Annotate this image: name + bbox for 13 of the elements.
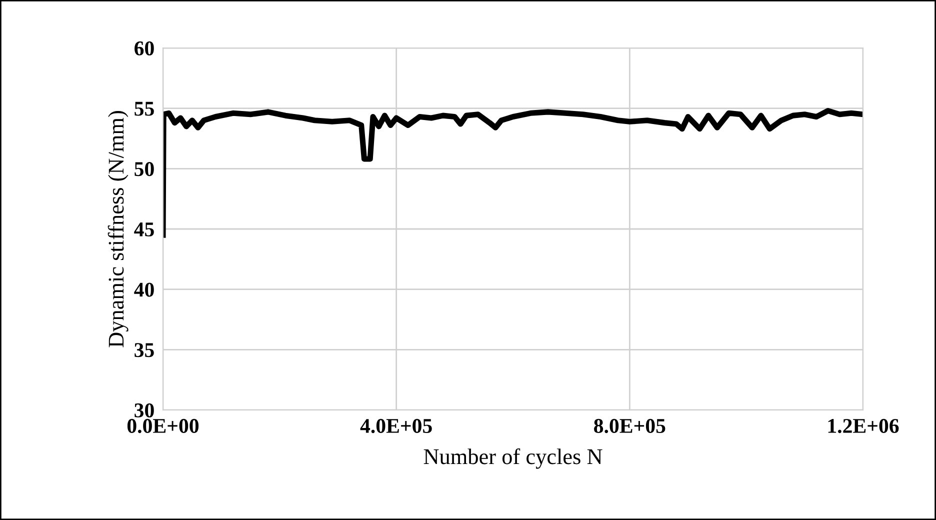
x-axis-title: Number of cycles N [424,448,602,469]
y-tick-label: 40 [134,282,154,297]
y-tick-label: 55 [134,102,154,116]
x-tick-label: 0.0E+00 [127,418,199,434]
y-tick-label: 35 [134,343,154,358]
y-tick-label: 50 [134,162,154,176]
y-tick-label: 45 [134,222,154,236]
x-tick-label: 4.0E+05 [360,418,432,434]
y-tick-label: 60 [134,41,154,56]
x-tick-label: 8.0E+05 [594,418,666,434]
y-tick-label: 30 [134,403,154,418]
x-tick-label: 1.2E+06 [828,418,899,434]
y-axis-title: Dynamic stiffness (N/mm) [108,111,128,348]
